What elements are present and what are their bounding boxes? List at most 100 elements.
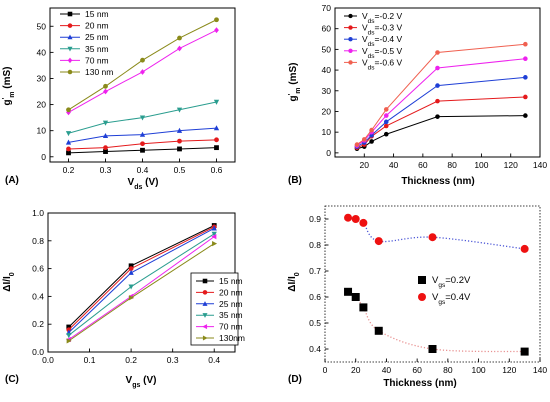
y-tick-label: 30 [37, 73, 47, 83]
y-tick-label: 0.5 [309, 318, 321, 328]
data-point [369, 127, 374, 133]
x-tick-label: 60 [412, 365, 422, 375]
data-point [374, 326, 383, 335]
data-point [139, 115, 146, 121]
data-point [103, 145, 108, 151]
legend-marker [348, 37, 353, 42]
panel-c: 0.0 0.1 0.2 0.3 0.4 0.0 0.2 0.4 0.6 0.8 1.0 ΔI/I0 Vg… [2, 208, 245, 389]
label-part: ΔI/I [287, 276, 298, 292]
label-part: (V) [142, 177, 158, 188]
series-3 [65, 99, 220, 137]
label-part: =0.2V [445, 275, 471, 286]
data-point [369, 139, 374, 144]
data-point [212, 240, 218, 247]
y-tick-label: 1.0 [32, 208, 44, 218]
label-part: (mS) [2, 66, 13, 91]
y-tick-label: 0 [326, 148, 331, 158]
panel-a: 0.2 0.3 0.4 0.5 0.6 0 10 20 30 40 50 g'm (mS) Vds (V… [2, 7, 236, 191]
data-point [383, 119, 389, 125]
data-point [435, 83, 440, 88]
x-tick-label: 120 [502, 365, 516, 375]
x-tick-label: 60 [418, 160, 428, 170]
plot-frame [334, 7, 541, 158]
y-tick-label: 0 [41, 152, 46, 162]
label-part: V [126, 375, 133, 386]
x-tick-label: 80 [443, 365, 453, 375]
x-tick-label: 0.3 [167, 355, 179, 365]
x-axis-label: Thickness (nm) [383, 378, 456, 389]
data-point [139, 131, 146, 137]
legend-label: 35 nm [85, 44, 109, 54]
panel-b: 20 40 60 80 100 120 140 0 10 20 30 40 50 60 70 g'm (mS)… [288, 3, 548, 187]
legend-marker [348, 48, 353, 53]
y-tick-label: 0.7 [309, 266, 321, 276]
legend-label: 70 nm [219, 322, 243, 332]
legend-marker [348, 13, 353, 19]
panel-label: (B) [288, 175, 302, 186]
label-part: ds [368, 29, 376, 36]
data-point [140, 57, 145, 63]
legend-marker [67, 34, 73, 40]
x-tick-label: 0 [323, 365, 328, 375]
data-point [65, 131, 72, 137]
label-part: V [362, 23, 368, 33]
data-point [213, 125, 220, 131]
series-5 [66, 17, 219, 113]
data-point [435, 114, 440, 119]
label-part: ds [368, 41, 376, 48]
data-point [128, 284, 134, 290]
x-tick-label: 40 [389, 160, 399, 170]
data-point [128, 263, 134, 269]
label-part: ΔI/I [2, 276, 13, 292]
data-point [361, 137, 367, 142]
label-part: V [362, 57, 368, 67]
data-point [435, 50, 440, 55]
series-2 [65, 125, 220, 145]
data-point [523, 75, 528, 80]
label-part: m [9, 91, 16, 97]
x-axis-label: Thickness (nm) [401, 176, 474, 187]
data-point [177, 146, 182, 152]
data-point [211, 233, 217, 240]
data-point [214, 145, 219, 151]
y-tick-label: 0.2 [32, 319, 44, 329]
legend-box [190, 272, 239, 346]
legend-label: Vds=-0.4 V [362, 34, 403, 48]
data-point [103, 88, 108, 95]
legend-label: 25 nm [85, 32, 109, 42]
label-part: =-0.4 V [375, 34, 403, 44]
x-tick-label: 140 [533, 365, 547, 375]
y-axis-label: ΔI/I0 [2, 272, 16, 292]
y-tick-label: 0.6 [32, 264, 44, 274]
label-part: g [2, 99, 13, 105]
x-tick-label: 0.2 [125, 355, 137, 365]
label-part: ds [368, 64, 376, 71]
legend-label: 20 nm [85, 21, 109, 31]
data-point [128, 269, 134, 275]
data-point [176, 107, 183, 113]
x-tick-label: 20 [351, 365, 361, 375]
data-point [383, 113, 389, 118]
legend-label: Vds=-0.6 V [362, 57, 403, 71]
y-tick-label: 60 [322, 24, 332, 34]
panel-label: (A) [5, 175, 19, 186]
y-tick-label: 0.8 [309, 240, 321, 250]
data-point [428, 233, 437, 242]
legend-label: 130nm [219, 333, 245, 343]
legend-marker [202, 290, 208, 295]
y-tick-label: 20 [322, 106, 332, 116]
y-axis-label: ΔI/I0 [287, 272, 301, 292]
data-point [435, 65, 440, 71]
series-1 [66, 137, 219, 152]
data-point [383, 123, 389, 129]
data-point [354, 142, 360, 147]
data-point [176, 127, 183, 133]
data-point [520, 244, 529, 253]
x-tick-label: 0.2 [63, 165, 75, 175]
label-part: gs [438, 282, 446, 289]
label-part: (V) [140, 375, 156, 386]
data-point [211, 225, 217, 231]
legend-marker [67, 11, 73, 17]
